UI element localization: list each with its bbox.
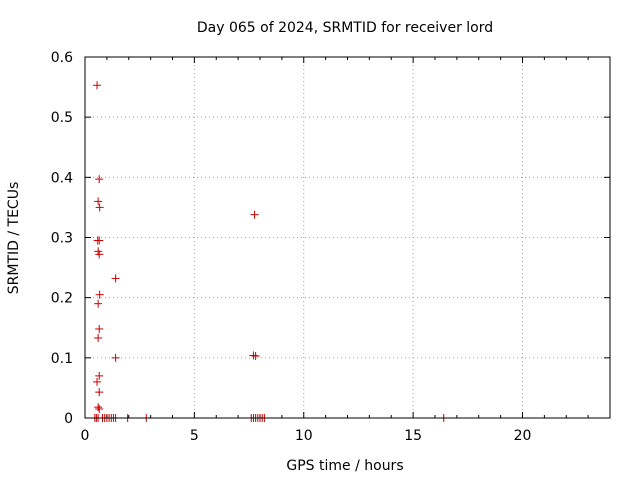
x-tick-label: 5	[190, 428, 199, 444]
data-point	[95, 324, 104, 333]
y-tick-label: 0.4	[51, 170, 73, 186]
data-point	[94, 333, 103, 342]
data-point	[111, 274, 120, 283]
data-point	[95, 290, 104, 299]
data-point	[94, 299, 103, 308]
data-point	[94, 197, 103, 206]
data-point	[95, 404, 104, 413]
x-axis-label: GPS time / hours	[286, 458, 403, 474]
data-point	[95, 388, 104, 397]
axis-ticks	[84, 56, 610, 419]
data-point	[250, 210, 259, 219]
y-tick-label: 0.6	[51, 50, 73, 66]
x-tick-label: 15	[404, 428, 422, 444]
data-point	[95, 236, 104, 245]
data-point	[95, 250, 104, 259]
y-tick-label: 0	[64, 411, 73, 427]
data-points	[90, 81, 448, 422]
x-tick-labels: 0 5 10 15 20	[81, 428, 532, 444]
y-axis-label: SRMTID / TECUs	[6, 182, 22, 295]
data-point	[95, 203, 104, 212]
data-point	[251, 352, 260, 361]
y-tick-label: 0.3	[51, 231, 73, 247]
data-point	[93, 81, 102, 90]
y-tick-label: 0.2	[51, 291, 73, 307]
x-tick-label: 20	[514, 428, 532, 444]
data-point	[111, 353, 120, 362]
x-tick-label: 0	[81, 428, 90, 444]
data-point	[93, 377, 102, 386]
y-tick-label: 0.1	[51, 351, 73, 367]
y-tick-labels: 0 0.1 0.2 0.3 0.4 0.5 0.6	[51, 50, 73, 427]
plot-frame	[84, 56, 611, 419]
y-tick-label: 0.5	[51, 110, 73, 126]
data-point	[94, 403, 103, 412]
grid	[85, 57, 610, 418]
data-point	[95, 371, 104, 380]
chart-title: Day 065 of 2024, SRMTID for receiver lor…	[197, 20, 493, 36]
x-tick-label: 10	[295, 428, 313, 444]
data-point	[249, 351, 258, 360]
data-point	[95, 175, 104, 184]
